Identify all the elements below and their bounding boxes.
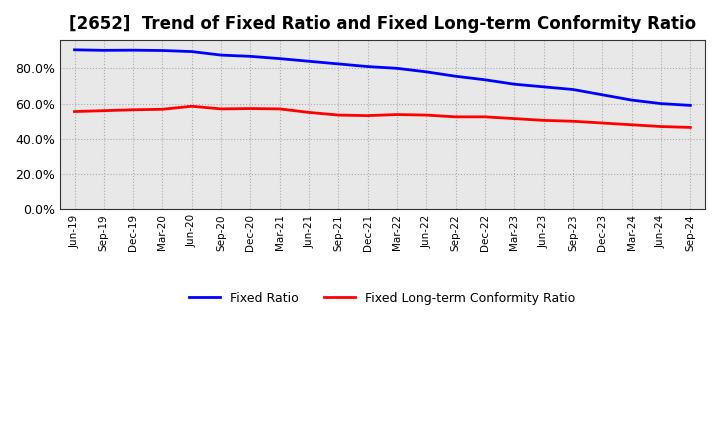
Fixed Long-term Conformity Ratio xyxy=(158,106,167,112)
Fixed Ratio xyxy=(334,61,343,66)
Line: Fixed Ratio: Fixed Ratio xyxy=(75,50,690,105)
Fixed Ratio xyxy=(129,48,138,53)
Fixed Ratio xyxy=(481,77,490,82)
Fixed Long-term Conformity Ratio xyxy=(246,106,255,111)
Fixed Ratio xyxy=(187,49,196,54)
Fixed Long-term Conformity Ratio xyxy=(393,112,402,117)
Fixed Long-term Conformity Ratio xyxy=(276,106,284,112)
Fixed Long-term Conformity Ratio xyxy=(657,124,665,129)
Fixed Ratio xyxy=(422,69,431,74)
Fixed Ratio xyxy=(627,97,636,103)
Fixed Long-term Conformity Ratio xyxy=(627,122,636,128)
Fixed Ratio xyxy=(305,59,313,64)
Fixed Long-term Conformity Ratio xyxy=(71,109,79,114)
Fixed Long-term Conformity Ratio xyxy=(99,108,108,114)
Fixed Long-term Conformity Ratio xyxy=(129,107,138,113)
Fixed Ratio xyxy=(569,87,577,92)
Fixed Long-term Conformity Ratio xyxy=(481,114,490,120)
Fixed Long-term Conformity Ratio xyxy=(334,113,343,118)
Fixed Ratio xyxy=(451,73,460,79)
Fixed Ratio xyxy=(276,56,284,61)
Fixed Ratio xyxy=(598,92,607,97)
Fixed Long-term Conformity Ratio xyxy=(510,116,518,121)
Fixed Long-term Conformity Ratio xyxy=(539,118,548,123)
Fixed Ratio xyxy=(246,54,255,59)
Fixed Ratio xyxy=(71,47,79,52)
Fixed Long-term Conformity Ratio xyxy=(451,114,460,120)
Fixed Ratio xyxy=(99,48,108,53)
Fixed Ratio xyxy=(510,81,518,87)
Fixed Long-term Conformity Ratio xyxy=(598,121,607,126)
Fixed Long-term Conformity Ratio xyxy=(187,104,196,109)
Fixed Long-term Conformity Ratio xyxy=(422,113,431,118)
Fixed Long-term Conformity Ratio xyxy=(569,119,577,124)
Fixed Ratio xyxy=(393,66,402,71)
Fixed Ratio xyxy=(686,103,695,108)
Fixed Ratio xyxy=(217,52,225,58)
Fixed Ratio xyxy=(539,84,548,89)
Fixed Long-term Conformity Ratio xyxy=(305,110,313,115)
Fixed Ratio xyxy=(364,64,372,69)
Fixed Ratio xyxy=(657,101,665,106)
Fixed Long-term Conformity Ratio xyxy=(364,113,372,118)
Line: Fixed Long-term Conformity Ratio: Fixed Long-term Conformity Ratio xyxy=(75,106,690,128)
Legend: Fixed Ratio, Fixed Long-term Conformity Ratio: Fixed Ratio, Fixed Long-term Conformity … xyxy=(184,287,581,310)
Fixed Ratio xyxy=(158,48,167,53)
Title: [2652]  Trend of Fixed Ratio and Fixed Long-term Conformity Ratio: [2652] Trend of Fixed Ratio and Fixed Lo… xyxy=(69,15,696,33)
Fixed Long-term Conformity Ratio xyxy=(686,125,695,130)
Fixed Long-term Conformity Ratio xyxy=(217,106,225,112)
